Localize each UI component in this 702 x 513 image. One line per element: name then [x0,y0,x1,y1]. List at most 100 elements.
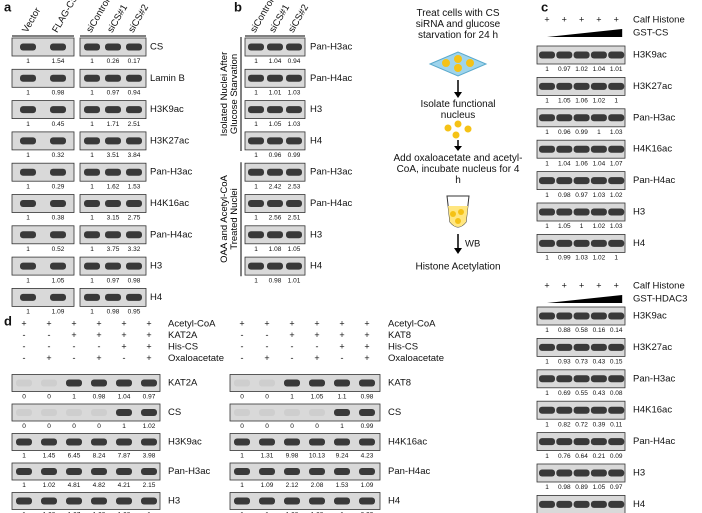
quantification: 0 [97,423,101,430]
band [50,262,66,270]
band [84,200,100,207]
blot [11,162,75,182]
quantification: 1.1 [337,394,346,401]
band [41,409,57,416]
band [573,51,590,59]
quantification: 1 [545,160,549,167]
quantification: 0.95 [128,309,141,316]
quantification: 1 [90,90,94,97]
band [248,168,264,176]
band [20,293,36,301]
quantification: 0.39 [593,421,606,428]
treatment-label: KAT8 [388,330,411,341]
band [608,145,625,153]
quantification: 1.05 [288,246,301,253]
treatment-label: His-CS [168,342,198,353]
quantification: 1.31 [261,453,274,460]
treatment-sign: + [71,330,76,340]
flow-step: Isolate functional nucleus [420,99,496,121]
quantification: 1.06 [575,160,588,167]
quantification: 1.03 [575,255,588,262]
quantification: 1.03 [610,223,623,230]
quantification: 0.98 [558,192,571,199]
quantification: 8.24 [93,453,106,460]
blot-label: H4K16ac [633,405,672,416]
quantification: 1 [26,121,30,128]
band [309,438,325,446]
quantification: 1.04 [593,160,606,167]
quantification: 1.05 [593,484,606,491]
treatment-sign: + [314,318,319,328]
group-label: Isolated Nuclei After Glucose Starvation [219,51,240,137]
quantification: 0.98 [128,277,141,284]
treatment-sign: + [46,318,51,328]
quantification: 1 [545,66,549,73]
band [50,137,66,145]
band [590,469,607,477]
quantification: 0.21 [593,453,606,460]
band [334,468,350,475]
quantification: 1 [147,512,151,513]
band [539,343,555,351]
quantification: 7.87 [118,453,131,460]
band [590,177,607,185]
band [556,114,573,122]
treatment-sign: + [339,330,344,340]
quantification: 1 [90,121,94,128]
blot-label: Pan-H3ac [168,466,210,477]
band [284,497,300,505]
treatment-sign: + [146,353,151,363]
blot [11,287,75,307]
blot [11,131,75,151]
band [608,312,625,320]
band [126,106,142,114]
quantification: 1.05 [52,277,65,284]
band [41,468,57,475]
quantification: 1 [545,421,549,428]
blot-label: H3 [633,468,645,479]
quantification: 1 [240,482,244,489]
treatment-sign: + [364,318,369,328]
band [141,379,157,387]
band [590,51,607,59]
treatment-sign: - [123,353,126,363]
band [359,468,375,475]
treatment-sign: - [241,353,244,363]
band [126,43,142,51]
treatment-label: His-CS [388,342,418,353]
band [105,231,121,239]
quantification: 1.08 [269,246,282,253]
band [105,74,121,82]
lane-header: siCS#2 [126,3,151,35]
band [359,438,375,446]
band [539,375,555,383]
band [608,438,625,446]
quantification: 1.04 [593,66,606,73]
quantification: 0.55 [575,390,588,397]
treatment-sign: + [96,330,101,340]
band [334,379,350,387]
treatment-sign: + [314,353,319,363]
quantification: 4.82 [93,482,106,489]
flow-method: WB [465,239,480,250]
band [309,409,325,416]
blot-label: H4K16ac [633,144,672,155]
treatment-sign: + [562,14,567,24]
quantification: 3.32 [128,246,141,253]
quantification: 0.99 [361,423,374,430]
quantification: 1 [254,152,258,159]
treatment-sign: - [266,330,269,340]
blot-label: H3 [150,261,162,272]
treatment-label: KAT2A [168,330,198,341]
band [91,497,107,505]
treatment-label: Oxaloacetate [388,353,444,364]
band [141,438,157,446]
quantification: 0 [72,423,76,430]
quantification: 1 [22,482,26,489]
quantification: 0.97 [575,192,588,199]
quantification: 3.84 [128,152,141,159]
band [116,438,132,446]
quantification: 0.15 [610,359,623,366]
quantification: 1 [254,246,258,253]
